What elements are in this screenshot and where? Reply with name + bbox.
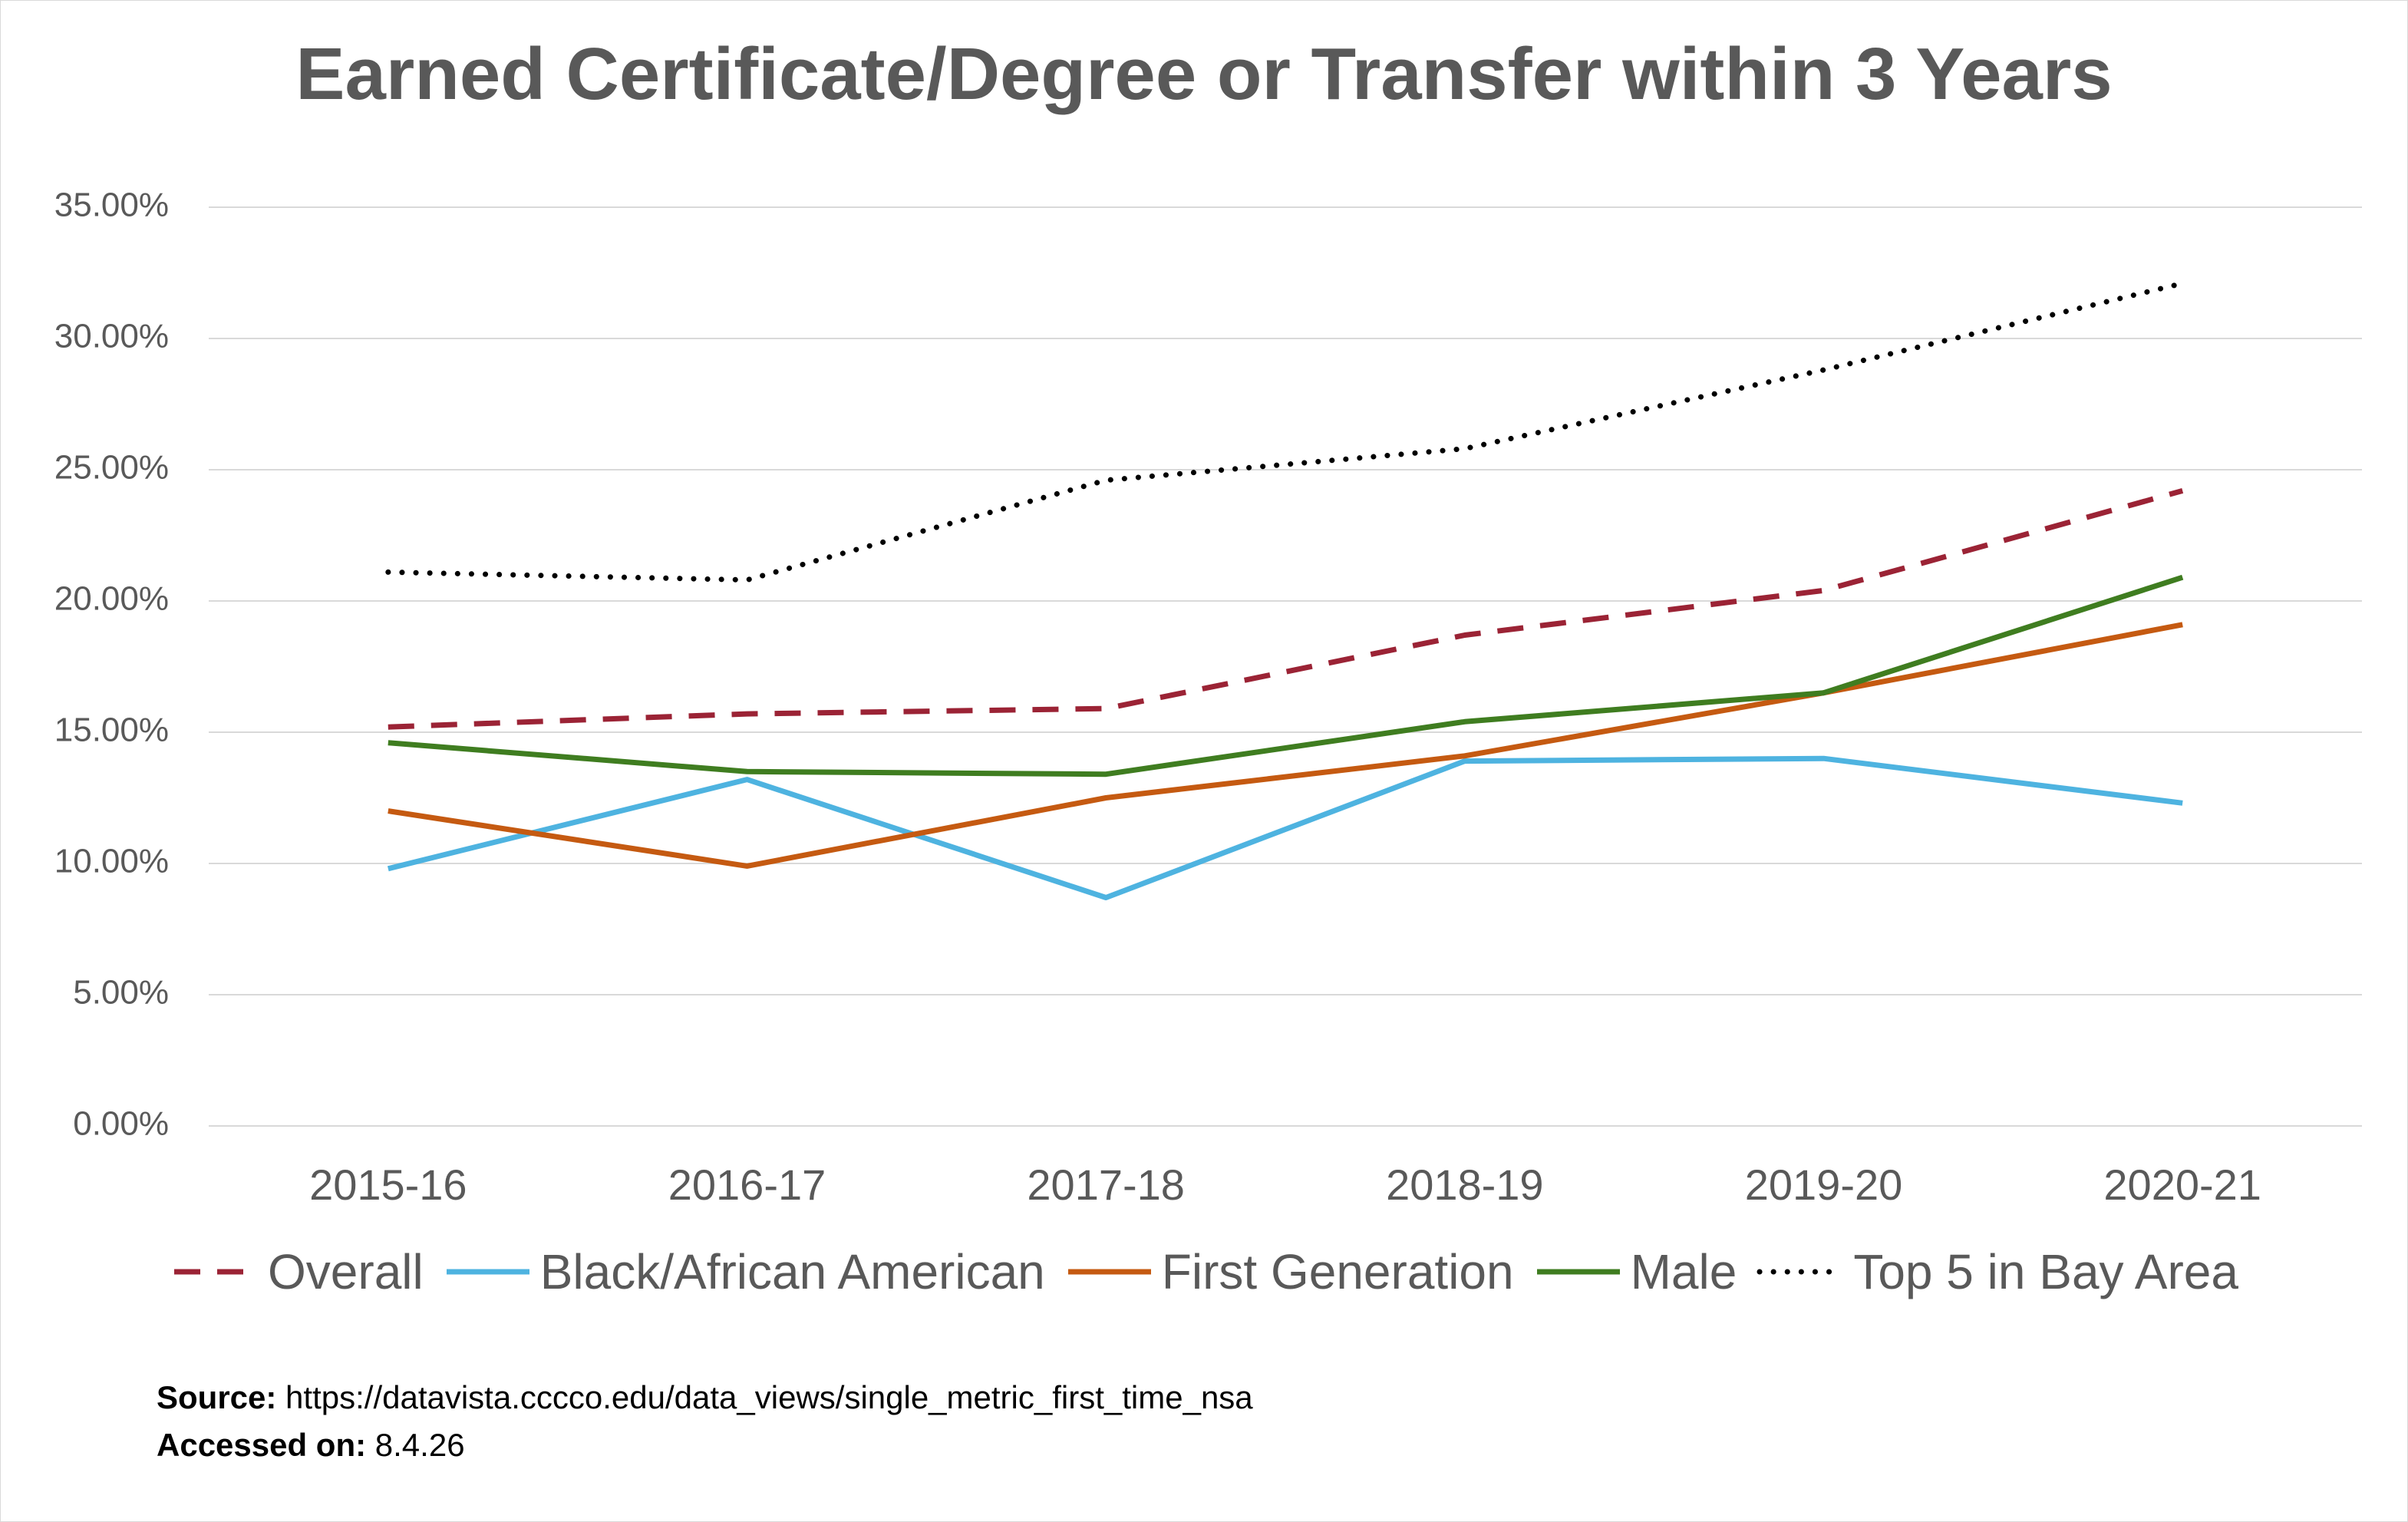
series-top-5-in-bay-area: [385, 280, 2185, 583]
accessed-line: Accessed on: 8.4.26: [157, 1421, 1253, 1469]
legend-item-overall: Overall: [170, 1243, 424, 1300]
data-point: [386, 741, 391, 745]
data-point: [2180, 488, 2185, 493]
data-point: [386, 867, 391, 871]
data-point: [1822, 368, 1826, 372]
legend-swatch: [1757, 1269, 1846, 1275]
data-point: [2180, 622, 2185, 627]
series-line-first-generation: [388, 622, 2183, 869]
legend-swatch: [1067, 1269, 1151, 1275]
data-point: [1463, 754, 1467, 758]
data-point: [1103, 772, 1108, 777]
y-tick-label: 30.00%: [54, 318, 169, 355]
data-point: [1103, 796, 1108, 801]
legend-label: Top 5 in Bay Area: [1853, 1244, 2238, 1299]
data-point: [1463, 719, 1467, 724]
data-point: [1103, 895, 1108, 900]
gridlines: [209, 206, 2362, 1127]
x-tick-label: 2017-18: [1027, 1160, 1185, 1209]
series-male: [386, 574, 2185, 778]
legend-item-first-generation: First Generation: [1064, 1243, 1514, 1300]
legend-swatch: [174, 1269, 258, 1275]
data-point: [2180, 801, 2185, 805]
series-line-black-african-american: [387, 755, 2183, 900]
data-point: [1463, 447, 1467, 451]
legend-label: First Generation: [1161, 1244, 1514, 1299]
y-tick-label: 20.00%: [54, 580, 169, 618]
x-tick-label: 2018-19: [1386, 1160, 1544, 1209]
data-point: [2180, 281, 2185, 286]
y-axis-ticks: 0.00% 5.00% 10.00% 15.00% 20.00% 25.00% 30.00%…: [54, 187, 169, 1143]
series-line-male: [388, 574, 2184, 778]
source-note: Source: https://datavista.cccco.edu/data…: [157, 1374, 1253, 1469]
y-tick-label: 35.00%: [54, 187, 169, 224]
data-point: [745, 711, 750, 716]
source-label: Source:: [157, 1379, 277, 1415]
data-point: [745, 863, 750, 868]
data-point: [386, 809, 391, 814]
data-point: [1463, 759, 1467, 764]
y-tick-label: 10.00%: [54, 843, 169, 880]
source-line: Source: https://datavista.cccco.edu/data…: [157, 1374, 1253, 1421]
legend-label: Male: [1630, 1244, 1737, 1299]
chart-title: Earned Certificate/Degree or Transfer wi…: [295, 33, 2113, 115]
data-point: [745, 578, 750, 583]
x-tick-label: 2016-17: [668, 1160, 826, 1209]
legend-item-top-5-in-bay-area: Top 5 in Bay Area: [1755, 1243, 2238, 1300]
series-black-african-american: [386, 755, 2185, 900]
series-lines: [385, 280, 2185, 900]
data-point: [1822, 756, 1826, 761]
legend-item-black-african-american: Black/African American: [442, 1243, 1045, 1300]
legend: Overall Black/African American First Gener…: [0, 1243, 2408, 1300]
data-point: [2180, 575, 2185, 579]
y-tick-label: 25.00%: [54, 449, 169, 487]
y-tick-label: 15.00%: [54, 711, 169, 749]
x-tick-label: 2020-21: [2103, 1160, 2261, 1209]
x-tick-label: 2019-20: [1745, 1160, 1903, 1209]
data-point: [1103, 706, 1108, 711]
accessed-date: 8.4.26: [374, 1427, 465, 1463]
data-point: [1822, 691, 1826, 695]
x-tick-label: 2015-16: [309, 1160, 467, 1209]
y-tick-label: 0.00%: [73, 1105, 169, 1143]
series-line-overall: [388, 488, 2184, 730]
series-line-top-5-in-bay-area: [385, 280, 2185, 583]
x-axis-ticks: 2015-16 2016-17 2017-18 2018-19 2019-20 2020-…: [309, 1160, 2261, 1209]
legend-swatch: [446, 1269, 529, 1275]
data-point: [745, 778, 750, 782]
data-point: [386, 570, 391, 574]
y-tick-label: 5.00%: [73, 974, 169, 1012]
series-overall: [386, 488, 2185, 730]
source-url: https://datavista.cccco.edu/data_views/s…: [285, 1379, 1253, 1415]
data-point: [1463, 632, 1467, 637]
accessed-label: Accessed on:: [157, 1427, 367, 1463]
data-point: [1103, 478, 1108, 483]
data-point: [386, 725, 391, 729]
series-first-generation: [386, 622, 2185, 869]
legend-label: Black/African American: [539, 1244, 1045, 1299]
legend-swatch: [1536, 1269, 1620, 1275]
legend-label: Overall: [268, 1244, 424, 1299]
legend-item-male: Male: [1532, 1243, 1737, 1300]
data-point: [1822, 588, 1826, 593]
data-point: [745, 769, 750, 774]
